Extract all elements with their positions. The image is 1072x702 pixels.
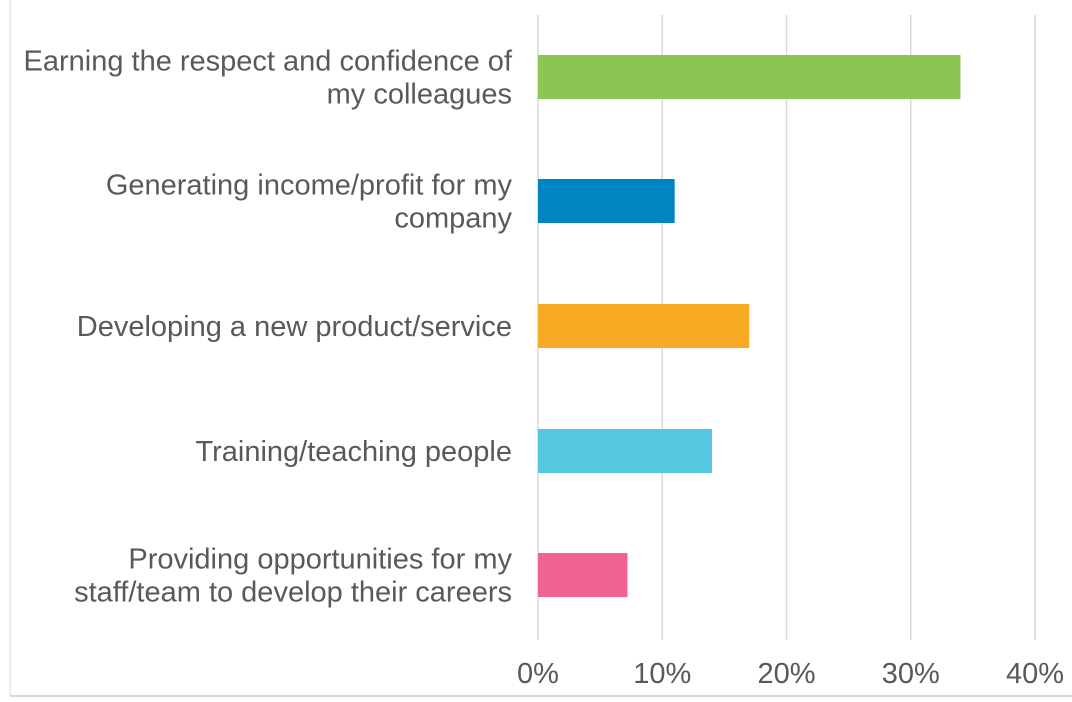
category-label: Generating income/profit for my company — [106, 170, 513, 235]
bar — [538, 429, 712, 473]
gridlines — [537, 15, 1036, 640]
category-label: Developing a new product/service — [77, 311, 512, 343]
x-axis-ticks: 0% 10% 20% 30% 40% — [517, 658, 1064, 690]
category-label-line: Training/teaching people — [195, 436, 512, 468]
category-label-line: Providing opportunities for my — [128, 544, 512, 576]
category-labels: Earning the respect and confidence of my … — [24, 46, 513, 609]
category-label: Providing opportunities for my staff/team… — [74, 544, 512, 609]
bar — [538, 304, 750, 348]
x-tick-label: 20% — [757, 658, 815, 690]
category-label: Training/teaching people — [195, 436, 512, 468]
x-tick-label: 40% — [1006, 658, 1064, 690]
category-label-line: my colleagues — [327, 79, 512, 111]
category-label-line: Generating income/profit for my — [106, 170, 513, 202]
bar — [538, 55, 961, 99]
x-tick-label: 30% — [882, 658, 940, 690]
category-label-line: company — [394, 203, 512, 235]
category-label-line: Earning the respect and confidence of — [24, 46, 513, 78]
bar — [538, 553, 628, 597]
category-label-line: Developing a new product/service — [77, 311, 512, 343]
category-label-line: staff/team to develop their careers — [74, 577, 512, 609]
bar — [538, 179, 675, 223]
x-tick-label: 0% — [517, 658, 559, 690]
category-label: Earning the respect and confidence of my … — [24, 46, 513, 111]
x-tick-label: 10% — [633, 658, 691, 690]
bars — [538, 55, 961, 597]
